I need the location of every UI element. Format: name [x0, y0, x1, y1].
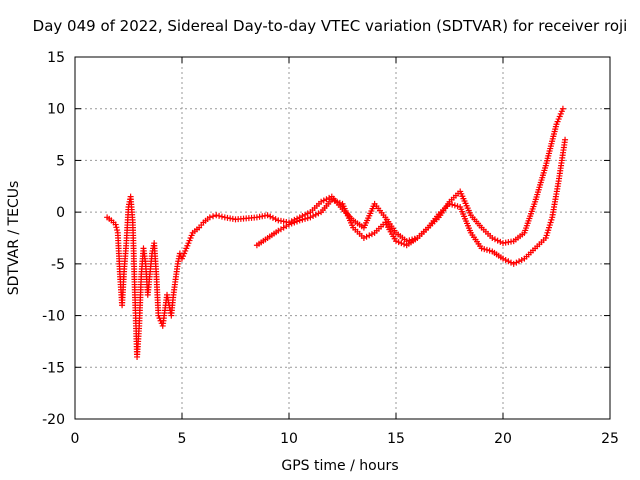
trace-marker: [288, 220, 295, 227]
data-point: [264, 212, 271, 219]
trace-marker: [491, 236, 498, 243]
trace-marker: [398, 240, 405, 247]
trace-marker: [513, 259, 520, 266]
trace-marker: [336, 199, 343, 206]
trace-marker: [505, 258, 512, 265]
y-tick-label: -10: [42, 309, 65, 325]
trace-marker: [502, 256, 509, 263]
data-point: [510, 260, 517, 267]
y-tick-label: 10: [47, 102, 65, 118]
trace-marker: [368, 231, 375, 238]
y-axis-label: SDTVAR / TECUs: [6, 181, 22, 296]
data-point: [206, 214, 213, 221]
trace-marker: [269, 214, 276, 221]
data-points: [104, 105, 569, 360]
data-point: [446, 200, 453, 207]
y-tick-label: 0: [56, 205, 65, 221]
data-point: [393, 238, 399, 245]
x-tick-label: 5: [178, 431, 187, 447]
trace-marker: [494, 237, 501, 244]
trace-marker: [302, 215, 309, 222]
y-tick-label: -5: [51, 257, 65, 273]
x-tick-label: 15: [387, 431, 405, 447]
data-point: [296, 217, 303, 224]
trace-marker: [310, 213, 317, 220]
trace-marker: [294, 218, 301, 225]
y-tick-label: 15: [47, 50, 65, 66]
trace-marker: [331, 197, 338, 204]
trace-marker: [216, 212, 223, 219]
x-tick-label: 20: [494, 431, 512, 447]
data-point: [213, 212, 220, 219]
data-point: [286, 221, 292, 228]
trace-marker: [334, 198, 341, 205]
trace-marker: [113, 224, 120, 231]
x-tick-label: 25: [601, 431, 619, 447]
trace-marker: [363, 233, 370, 240]
grid: [75, 57, 610, 419]
trace-marker: [366, 232, 373, 239]
trace-marker: [395, 239, 402, 246]
trace-marker: [114, 227, 121, 234]
data-point: [489, 235, 496, 241]
data-point: [112, 221, 119, 228]
trace-marker: [481, 246, 488, 253]
y-tick-labels: -20 -15 -10 -5 0 5 10 15: [42, 50, 65, 428]
trace-marker: [267, 213, 274, 220]
trace-marker: [454, 203, 461, 210]
data-point: [307, 214, 314, 221]
plot-frame: [74, 56, 611, 420]
trace-marker: [323, 196, 330, 203]
trace-marker: [312, 211, 319, 218]
y-tick-label: -20: [42, 412, 65, 428]
trace-marker: [315, 210, 322, 217]
data-point: [318, 198, 325, 205]
x-tick-labels: 0 5 10 15 20 25: [71, 431, 619, 447]
trace-marker: [486, 247, 493, 254]
data-point: [478, 245, 485, 252]
trace-marker: [320, 197, 327, 204]
tick-marks: [74, 56, 611, 420]
y-tick-label: 5: [56, 153, 65, 169]
data-point: [360, 235, 367, 241]
data-point: [500, 255, 506, 262]
trace-marker: [449, 201, 456, 208]
data-point: [328, 196, 335, 203]
data-point: [559, 105, 566, 112]
trace-marker: [508, 259, 515, 266]
x-tick-label: 0: [71, 431, 80, 447]
trace-marker: [483, 246, 490, 253]
trace-marker: [218, 213, 225, 220]
trace-marker: [497, 238, 504, 245]
data-point: [562, 136, 569, 143]
trace-marker: [451, 202, 458, 209]
trace-marker: [210, 213, 217, 220]
trace-marker: [272, 216, 279, 223]
x-tick-label: 10: [280, 431, 298, 447]
trace-marker: [518, 256, 525, 263]
y-tick-label: -15: [42, 360, 65, 376]
trace-marker: [304, 215, 311, 222]
trace-marker: [299, 216, 306, 223]
trace-marker: [516, 258, 523, 265]
x-axis-label: GPS time / hours: [281, 458, 398, 474]
chart-title: Day 049 of 2022, Sidereal Day-to-day VTE…: [33, 17, 628, 35]
trace-marker: [291, 219, 298, 226]
